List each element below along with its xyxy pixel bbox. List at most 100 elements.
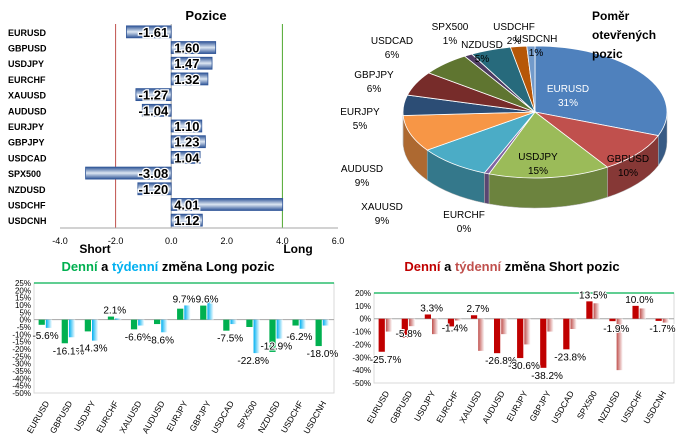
positions-x-tick-labels: -4.0 -2.0 0.0 2.0 4.0 6.0 (52, 236, 344, 246)
data-value-label: -18.0% (307, 349, 339, 360)
title-part: Denní (404, 259, 441, 274)
y-tick-label: 5% (19, 308, 31, 317)
change-bar (593, 303, 600, 319)
position-value-label: 1.60 (174, 41, 199, 56)
short-change-chart-title: Denní a týdenní změna Short pozic (404, 259, 619, 274)
title-part: změna Short pozic (501, 259, 619, 274)
position-bar (170, 135, 206, 149)
pie-slices (402, 45, 668, 209)
change-bar (385, 318, 393, 332)
y-tick-label: -15% (12, 338, 31, 347)
data-value-label: -38.2% (531, 371, 563, 382)
change-bar (547, 318, 554, 332)
change-bar (130, 319, 138, 330)
data-value-label: -6.6% (125, 332, 151, 343)
change-bar (161, 319, 168, 333)
position-category-label: NZDUSD (8, 185, 46, 195)
y-tick-label: 0% (359, 315, 371, 324)
title-part: týdenní (455, 259, 502, 274)
position-bar (137, 182, 172, 196)
pie-slice-usdcnh (526, 45, 536, 113)
change-bar (115, 318, 122, 320)
position-x-tick-label: -2.0 (108, 236, 124, 246)
x-category-label: SPX500 (235, 399, 259, 431)
change-bar (517, 318, 524, 359)
data-value-label: -22.8% (237, 356, 269, 367)
pie-label-name: USDCHF (493, 22, 535, 33)
y-tick-label: -20% (12, 345, 31, 354)
y-tick-label: -50% (12, 389, 31, 398)
change-bar (68, 319, 76, 338)
title-part: a (440, 259, 454, 274)
y-tick-label: -35% (12, 367, 31, 376)
pie-title-line-3: pozic (592, 47, 623, 61)
data-value-label: -7.5% (217, 334, 243, 345)
change-bar (246, 319, 253, 327)
data-value-label: -23.8% (554, 352, 586, 363)
position-category-label: EURCHF (8, 75, 46, 85)
change-bar (563, 318, 570, 350)
change-bar (378, 318, 385, 352)
change-bar (154, 319, 161, 325)
position-value-label: -1.20 (139, 182, 169, 197)
data-value-label: -12.9% (260, 342, 292, 353)
change-bar (45, 319, 53, 328)
change-bar (540, 318, 547, 368)
data-value-label: -1.7% (649, 324, 675, 335)
pie-label-name: AUDUSD (341, 164, 383, 175)
y-tick-label: -45% (12, 382, 31, 391)
position-bar (170, 119, 203, 133)
change-bar (570, 318, 577, 329)
data-value-label: 2.1% (103, 306, 126, 317)
data-value-label: 9.7% (173, 294, 196, 305)
change-bar (639, 308, 646, 319)
change-bar (276, 319, 283, 339)
pie-label-pct: 1% (443, 36, 458, 47)
positions-category-labels: EURUSD GBPUSD USDJPY EURCHF XAUUSD AUDUSD EURJ… (8, 28, 47, 226)
pie-label-pct: 1% (529, 48, 544, 59)
change-bar (84, 319, 91, 332)
pie-label-pct: 9% (355, 178, 370, 189)
position-category-label: SPX500 (8, 169, 41, 179)
data-value-label: -30.6% (508, 361, 540, 372)
position-bar (141, 103, 172, 117)
change-bar (470, 315, 478, 319)
position-x-tick-label: 2.0 (221, 236, 234, 246)
data-value-label: -5.6% (32, 331, 58, 342)
x-category-label: USDCAD (209, 399, 236, 435)
pie-label-name: EURCHF (443, 210, 485, 221)
pie-label-pct: 9% (375, 216, 390, 227)
position-category-label: USDCAD (8, 153, 47, 163)
x-category-label: SPX500 (575, 389, 599, 421)
pie-label-pct: 5% (353, 121, 368, 132)
data-value-label: -16.1% (53, 346, 85, 357)
change-bar (269, 319, 276, 352)
change-bar (501, 318, 508, 335)
change-bar (292, 319, 299, 326)
change-bar (177, 308, 184, 320)
data-value-label: -1.4% (442, 324, 468, 335)
change-bar (408, 318, 416, 327)
y-tick-label: 10% (15, 301, 31, 310)
short-change-chart: Denní a týdenní změna Short pozic 20% 10%… (352, 259, 676, 426)
x-category-label: GBPJPY (187, 399, 213, 433)
position-value-label: 1.47 (174, 56, 199, 71)
change-bar (107, 316, 115, 320)
change-bar (230, 319, 237, 325)
position-bar (85, 166, 172, 180)
pie-slice-labels: EURUSD 31% GBPUSD 10% USDJPY 15% EURCHF 0% XAUUS… (340, 22, 649, 235)
position-category-label: EURUSD (8, 28, 47, 38)
y-tick-label: -5% (17, 323, 31, 332)
change-bar (207, 296, 214, 320)
pie-slice-usdjpy (488, 111, 609, 179)
pie-title-line-2: otevřených (592, 28, 656, 42)
short-change-plot: 20%10%0%-10%-20%-30%-40%-50%EURUSDGBPUSD… (352, 289, 676, 426)
change-bar (424, 314, 431, 319)
x-category-label: GBPJPY (527, 389, 553, 423)
position-category-label: USDJPY (8, 59, 44, 69)
pie-label-name: XAUUSD (361, 202, 403, 213)
pie-label-name: GBPUSD (607, 154, 649, 165)
position-bar (170, 56, 213, 70)
x-category-label: USDCNH (301, 399, 328, 436)
change-bar (38, 319, 45, 325)
